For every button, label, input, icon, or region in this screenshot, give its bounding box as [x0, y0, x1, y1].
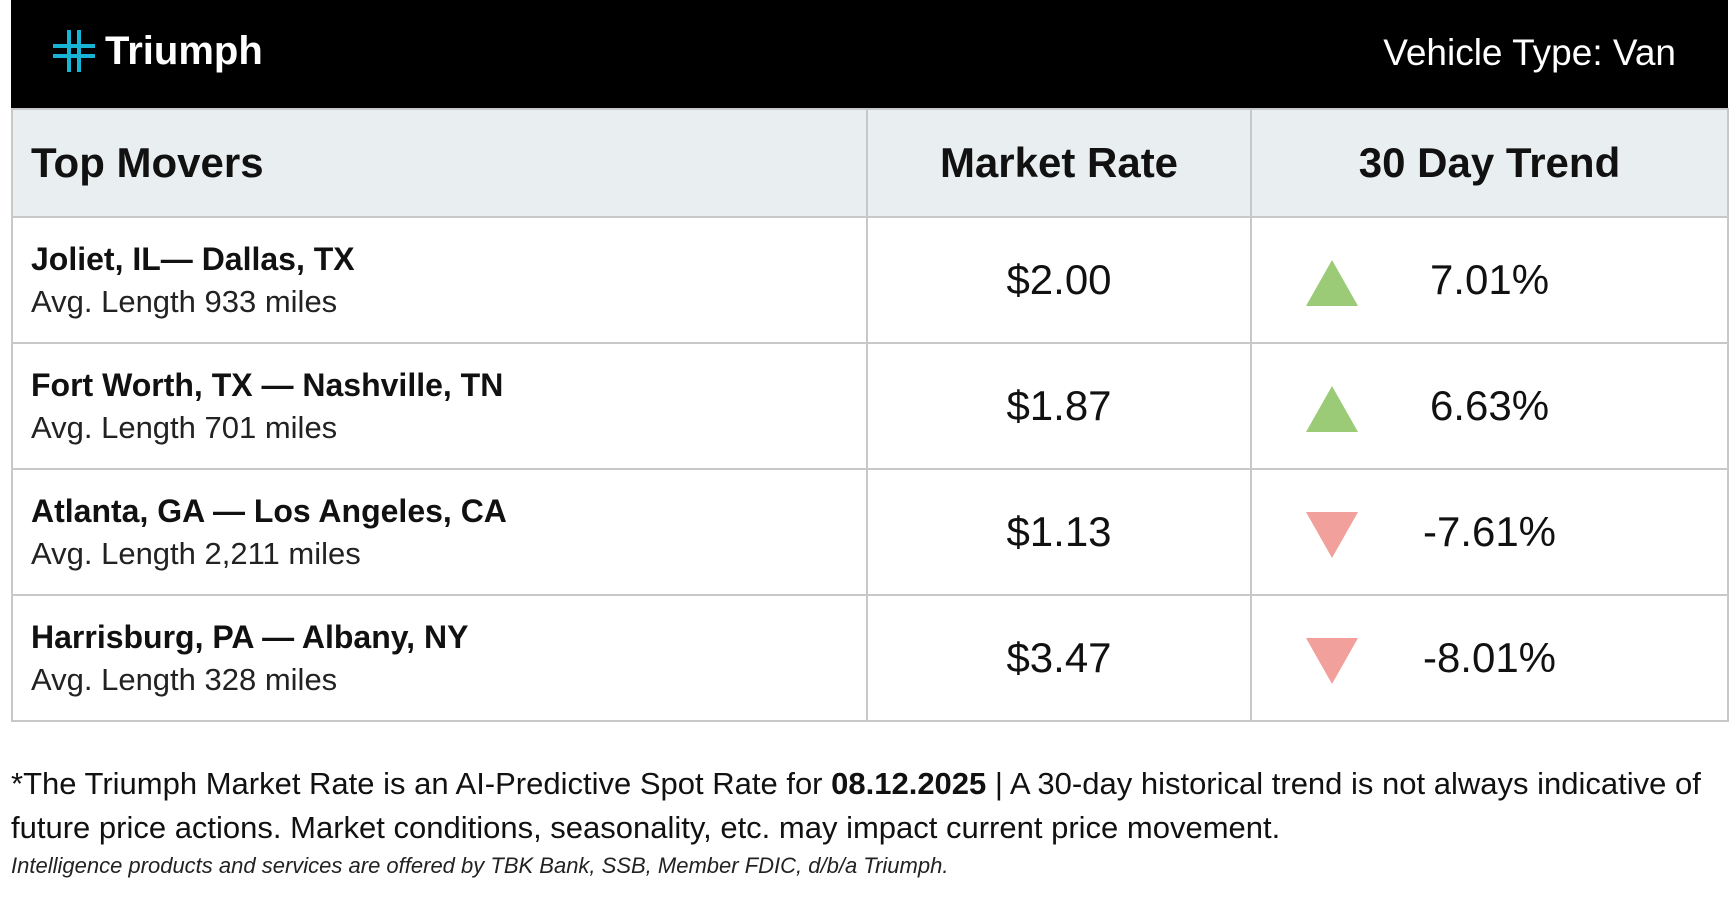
- logo-icon: [53, 30, 95, 72]
- avg-length: Avg. Length 328 miles: [31, 661, 338, 697]
- trend-arrow: [1306, 386, 1358, 432]
- trend-arrow: [1306, 638, 1358, 684]
- lane-cell: Joliet, IL— Dallas, TX Avg. Length 933 mi…: [11, 216, 868, 344]
- trend-arrow: [1306, 512, 1358, 558]
- lane-cell: Harrisburg, PA — Albany, NY Avg. Length 3…: [11, 594, 868, 722]
- footnote-text: | A 30-day historical trend is not alway…: [11, 766, 1701, 845]
- market-rate: $1.87: [866, 342, 1252, 470]
- lane-cell: Fort Worth, TX — Nashville, TN Avg. Lengt…: [11, 342, 868, 470]
- footnote: *The Triumph Market Rate is an AI-Predic…: [11, 762, 1726, 850]
- trend-value: 7.01%: [1429, 256, 1550, 303]
- header: Triumph Vehicle Type: Van: [11, 0, 1728, 108]
- trend-cell: -8.01%: [1250, 594, 1729, 722]
- disclaimer: Intelligence products and services are o…: [11, 853, 949, 878]
- market-rate: $3.47: [866, 594, 1252, 722]
- trend-cell: 6.63%: [1250, 342, 1729, 470]
- route: Atlanta, GA — Los Angeles, CA: [31, 492, 507, 529]
- market-rate: $2.00: [866, 216, 1252, 344]
- avg-length: Avg. Length 701 miles: [31, 409, 338, 445]
- column-header: Market Rate: [866, 108, 1252, 218]
- row: Joliet, IL— Dallas, TX Avg. Length 933 mi…: [11, 216, 1729, 344]
- column-header: Top Movers: [11, 108, 868, 218]
- trend-cell: 7.01%: [1250, 216, 1729, 344]
- triangle: [1306, 638, 1358, 684]
- trend-cell: -7.61%: [1250, 468, 1729, 596]
- logo: Triumph: [51, 28, 263, 74]
- footnote-text: *The Triumph Market Rate is an AI-Predic…: [11, 766, 832, 801]
- trend-value: -8.01%: [1422, 634, 1557, 681]
- triangle: [1306, 260, 1358, 306]
- column-header: 30 Day Trend: [1250, 108, 1729, 218]
- footnote-date: 08.12.2025: [831, 766, 987, 801]
- lane-cell: Atlanta, GA — Los Angeles, CA Avg. Length…: [11, 468, 868, 596]
- row: Atlanta, GA — Los Angeles, CA Avg. Length…: [11, 468, 1729, 596]
- triangle: [1306, 512, 1358, 558]
- market-rate: $1.13: [866, 468, 1252, 596]
- row: Fort Worth, TX — Nashville, TN Avg. Lengt…: [11, 342, 1729, 470]
- trend-value: -7.61%: [1422, 508, 1557, 555]
- vehicle-type: Vehicle Type: Van: [1383, 32, 1676, 73]
- row: Harrisburg, PA — Albany, NY Avg. Length 3…: [11, 594, 1729, 722]
- logo-text: Triumph: [105, 28, 263, 73]
- route: Fort Worth, TX — Nashville, TN: [31, 366, 504, 403]
- route: Harrisburg, PA — Albany, NY: [31, 618, 469, 655]
- avg-length: Avg. Length 2,211 miles: [31, 535, 361, 571]
- trend-arrow: [1306, 260, 1358, 306]
- header-row: Top Movers Market Rate 30 Day Trend: [11, 108, 1729, 218]
- movers-table: Top Movers Market Rate 30 Day Trend Joli…: [11, 108, 1729, 722]
- trend-value: 6.63%: [1429, 382, 1550, 429]
- triangle: [1306, 386, 1358, 432]
- avg-length: Avg. Length 933 miles: [31, 283, 338, 319]
- route: Joliet, IL— Dallas, TX: [31, 240, 355, 277]
